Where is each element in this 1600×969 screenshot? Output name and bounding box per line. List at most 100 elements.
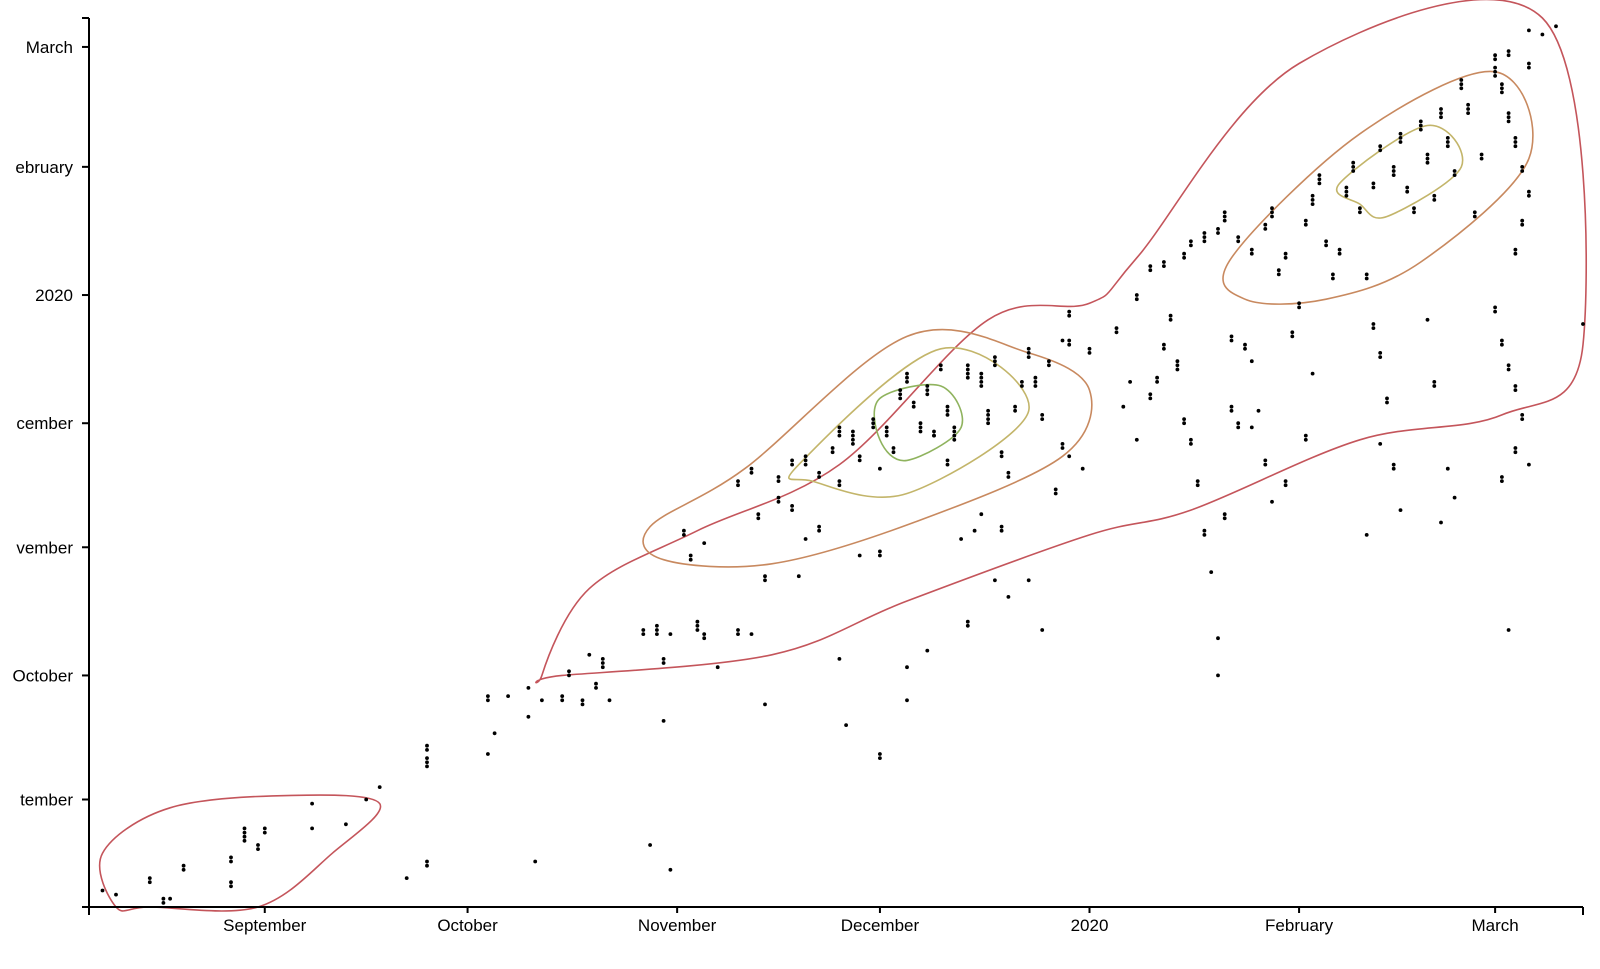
- data-point: [911, 404, 916, 409]
- data-point: [999, 524, 1004, 529]
- data-point: [1466, 102, 1470, 107]
- data-point: [242, 838, 247, 843]
- data-point: [655, 623, 659, 628]
- data-point: [1283, 479, 1288, 483]
- data-point: [905, 665, 909, 670]
- data-point: [851, 442, 855, 446]
- data-point: [682, 528, 686, 533]
- data-point: [1391, 462, 1396, 467]
- data-point: [790, 458, 794, 463]
- data-point: [1013, 404, 1017, 409]
- data-point: [979, 384, 984, 388]
- data-point: [1013, 408, 1017, 413]
- data-point: [1425, 317, 1430, 322]
- data-point: [891, 446, 896, 450]
- data-point: [1114, 330, 1119, 335]
- data-point: [993, 355, 997, 359]
- data-point: [425, 760, 429, 765]
- data-point: [1493, 69, 1497, 74]
- data-point: [776, 479, 781, 483]
- data-point: [952, 437, 957, 442]
- data-point: [242, 830, 247, 835]
- data-point: [1283, 255, 1288, 260]
- data-point: [1493, 53, 1497, 58]
- data-point: [796, 574, 801, 579]
- data-point: [1391, 165, 1396, 169]
- data-point: [1364, 272, 1369, 277]
- data-point: [310, 826, 314, 831]
- data-point: [1520, 413, 1525, 417]
- data-point: [1053, 487, 1058, 492]
- data-point: [1263, 222, 1268, 227]
- data-point: [817, 528, 821, 533]
- data-point: [1418, 123, 1423, 128]
- data-point: [1364, 276, 1369, 281]
- data-point: [242, 826, 247, 831]
- data-point: [1290, 334, 1295, 339]
- data-point: [1256, 408, 1261, 413]
- data-point: [229, 880, 233, 885]
- y-tick-label: cember: [16, 414, 73, 433]
- data-point: [600, 665, 605, 670]
- data-point: [803, 537, 808, 541]
- data-point: [1466, 111, 1470, 115]
- data-point: [425, 764, 429, 769]
- data-point: [1425, 156, 1430, 161]
- data-point: [1168, 317, 1173, 322]
- data-point: [1405, 185, 1410, 190]
- data-point: [100, 888, 105, 893]
- data-point: [891, 450, 896, 455]
- data-point: [229, 855, 233, 860]
- y-tick-label: March: [26, 38, 73, 57]
- data-point: [1182, 421, 1186, 426]
- data-point: [1175, 359, 1180, 364]
- data-point: [1067, 338, 1072, 343]
- data-point: [1391, 169, 1396, 173]
- data-point: [1324, 239, 1328, 244]
- data-point: [736, 479, 740, 483]
- data-point: [1263, 227, 1268, 231]
- data-point: [952, 425, 957, 430]
- data-point: [1527, 28, 1531, 33]
- data-point: [1520, 222, 1525, 227]
- data-point: [736, 628, 740, 632]
- y-tick-label: 2020: [35, 286, 73, 305]
- data-point: [1155, 380, 1159, 384]
- data-point: [1439, 115, 1443, 120]
- data-point: [181, 867, 186, 872]
- data-point: [817, 524, 821, 529]
- data-point: [1283, 251, 1288, 256]
- data-point: [1202, 231, 1207, 235]
- data-point: [1182, 255, 1186, 260]
- data-point: [1114, 326, 1119, 330]
- data-point: [1087, 346, 1092, 351]
- data-point: [1506, 119, 1511, 124]
- data-point: [945, 458, 950, 463]
- data-point: [959, 537, 963, 541]
- data-point: [1303, 433, 1308, 438]
- data-point: [1148, 392, 1153, 397]
- data-point: [803, 462, 808, 467]
- data-point: [1047, 359, 1051, 364]
- data-point: [1493, 65, 1497, 70]
- data-point: [1405, 189, 1410, 194]
- data-point: [594, 686, 598, 690]
- data-point: [1472, 214, 1477, 219]
- data-point: [344, 822, 348, 827]
- x-tick-label: October: [437, 916, 498, 935]
- data-point: [1500, 479, 1504, 483]
- x-tick-label: 2020: [1071, 916, 1109, 935]
- data-point: [1506, 628, 1511, 632]
- data-point: [425, 756, 429, 760]
- data-point: [1263, 462, 1268, 467]
- data-point: [1053, 491, 1058, 496]
- y-tick-label: vember: [16, 538, 73, 557]
- data-point: [756, 516, 761, 521]
- data-point: [965, 623, 970, 628]
- data-point: [986, 421, 990, 426]
- data-point: [607, 698, 612, 703]
- data-point: [1344, 185, 1349, 190]
- data-point: [979, 371, 984, 376]
- data-point: [1134, 293, 1139, 297]
- data-point: [1324, 243, 1328, 248]
